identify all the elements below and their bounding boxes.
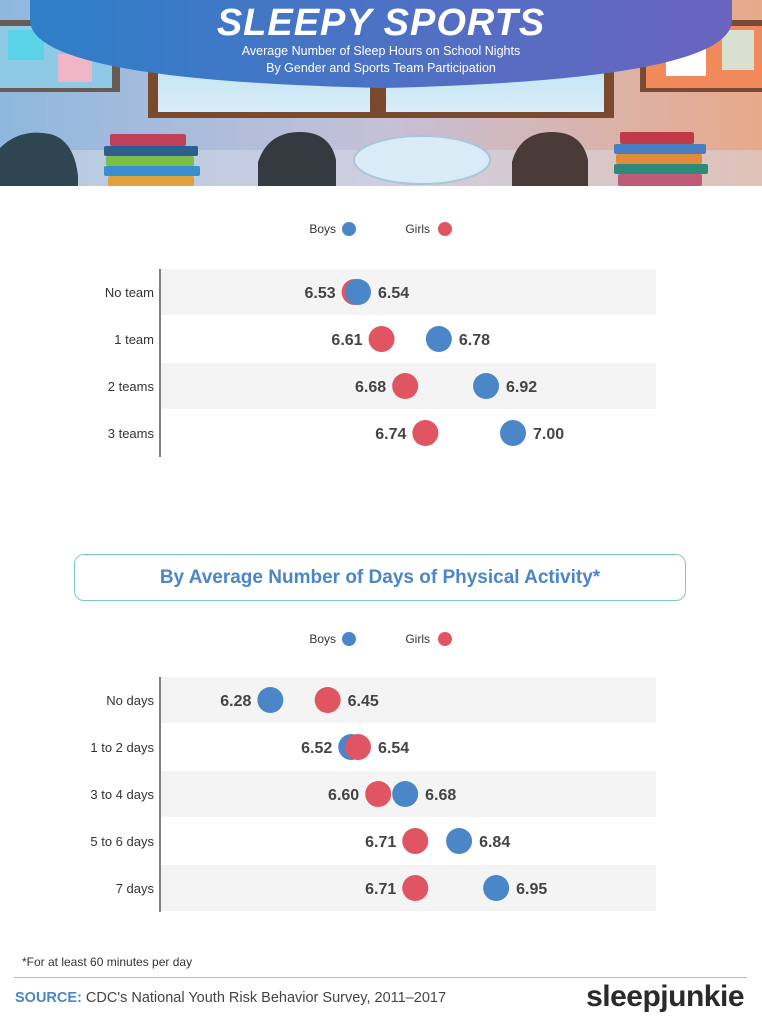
value-label: 6.28 [220,693,251,710]
boys-dot [446,828,473,854]
boys-dot [500,420,526,446]
boys-dot [473,373,500,399]
girls-dot [368,326,395,352]
legend-label-boys: Boys [309,222,336,236]
value-label: 6.60 [328,787,359,804]
legend-label-girls: Girls [405,632,430,646]
girls-dot [412,420,439,446]
value-label: 6.53 [304,285,335,302]
boys-dot [392,781,419,807]
source-line: SOURCE: CDC's National Youth Risk Behavi… [15,990,446,1006]
girls-dot [365,781,392,807]
girls-dot [402,875,429,901]
row-band [161,677,656,723]
boys-dot [257,687,284,713]
chart-title: SLEEPY SPORTS [216,2,546,44]
category-label: No team [105,285,154,300]
girls-dot [344,734,371,760]
value-label: 6.74 [375,426,406,443]
value-label: 6.52 [301,740,332,757]
value-label: 6.95 [516,881,547,898]
activity-sleep-chart: Boys Girls No days 6.28 6.45 1 to 2 days 6.52 6… [90,632,656,912]
girls-dot [314,687,341,713]
category-label: No days [106,693,154,708]
classroom-scene [0,0,762,186]
legend-label-girls: Girls [405,222,430,236]
books-icon [614,132,708,186]
value-label: 7.00 [533,426,564,443]
girls-dot [392,373,419,399]
legend-marker-girls [438,222,452,236]
source-text: CDC's National Youth Risk Behavior Surve… [85,990,447,1006]
divider [14,977,747,978]
boys-dot [483,875,510,901]
legend-label-boys: Boys [309,632,336,646]
boys-dot [425,326,452,352]
legend-marker-boys [342,222,356,236]
value-label: 6.71 [365,834,396,851]
source-label: SOURCE: [15,990,82,1006]
category-label: 5 to 6 days [90,834,154,849]
legend-marker-girls [438,632,452,646]
category-label: 7 days [116,881,155,896]
value-label: 6.68 [425,787,456,804]
category-label: 2 teams [108,379,155,394]
value-label: 6.92 [506,379,537,396]
value-label: 6.71 [365,881,396,898]
girls-dot [402,828,429,854]
value-label: 6.61 [331,332,362,349]
category-label: 3 teams [108,426,155,441]
chair-icon [258,132,336,186]
title-banner [30,0,732,88]
pillow-icon [353,135,491,185]
value-label: 6.54 [378,285,409,302]
books-icon [104,134,200,186]
footnote: *For at least 60 minutes per day [22,955,193,969]
value-label: 6.78 [459,332,490,349]
team-sleep-chart: Boys Girls No team 6.53 6.54 1 team 6.61 6.78 2 … [105,222,656,457]
section-heading-box: By Average Number of Days of Physical Ac… [74,554,686,601]
brand-logo: sleepjunkie [586,980,744,1013]
chair-icon [0,132,78,186]
category-label: 1 to 2 days [90,740,154,755]
category-label: 1 team [114,332,154,347]
value-label: 6.68 [355,379,386,396]
value-label: 6.54 [378,740,409,757]
legend-marker-boys [342,632,356,646]
chart-subtitle: By Gender and Sports Team Participation [266,61,496,75]
category-label: 3 to 4 days [90,787,154,802]
section-heading: By Average Number of Days of Physical Ac… [159,566,601,588]
chair-icon [512,132,588,186]
value-label: 6.45 [348,693,379,710]
row-band [161,269,656,315]
value-label: 6.84 [479,834,510,851]
header-illustration: SLEEPY SPORTS Average Number of Sleep Ho… [0,0,762,186]
boys-dot [344,279,371,305]
chart-subtitle: Average Number of Sleep Hours on School … [241,44,521,58]
